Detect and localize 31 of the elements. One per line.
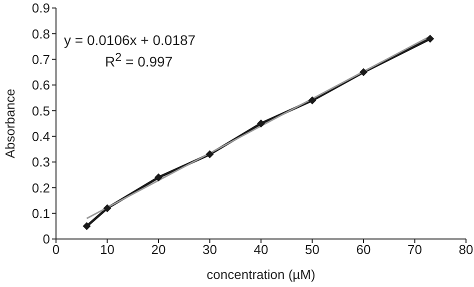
y-tick-label: 0.6	[32, 78, 50, 93]
point	[257, 120, 265, 128]
y-tick-label: 0.4	[32, 128, 50, 144]
y-axis-title: Absorbance	[2, 88, 18, 158]
x-tick-label: 10	[100, 242, 114, 258]
x-tick-label: 20	[151, 242, 166, 258]
point	[308, 96, 316, 104]
y-tick-label: 0.5	[32, 103, 50, 118]
point	[360, 68, 368, 76]
y-tick-label: 0.1	[32, 206, 50, 221]
point	[206, 150, 214, 158]
x-tick-label: 0	[52, 242, 60, 258]
x-tick-label: 50	[305, 242, 320, 258]
y-tick-label: 0.8	[32, 26, 50, 42]
point	[154, 173, 162, 182]
point	[82, 222, 91, 230]
point	[426, 34, 434, 43]
x-tick-label: 70	[408, 242, 422, 258]
y-tick-label: 0.3	[32, 154, 50, 170]
annotation: y = 0.0106x + 0.0187	[64, 32, 196, 48]
x-tick-label: 40	[254, 242, 268, 258]
x-tick-label: 60	[356, 242, 371, 258]
y-tick-label: 0.9	[32, 0, 50, 16]
x-axis-title: concentration (µM)	[206, 267, 316, 282]
x-tick-label: 30	[202, 242, 217, 258]
point	[103, 204, 112, 212]
y-tick-label: 0	[42, 232, 50, 247]
y-tick-label: 0.7	[32, 52, 50, 67]
x-tick-label: 80	[458, 242, 474, 258]
y-tick-label: 0.2	[32, 180, 50, 196]
annotation: R$^{2}$ = 0.997	[105, 51, 173, 70]
